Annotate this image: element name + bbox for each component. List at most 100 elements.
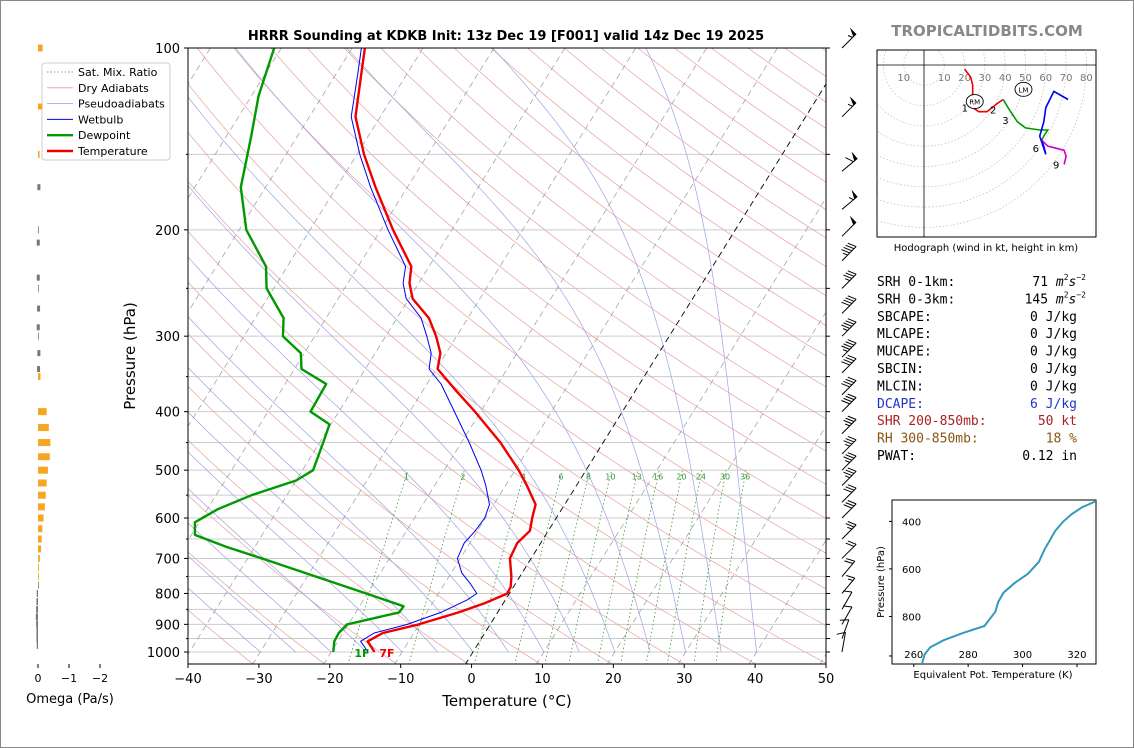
omega-bar	[36, 589, 38, 597]
mixing-ratio-lines: 1 2 4 6 8 10 13 16 20 24 30 36	[347, 470, 750, 664]
mixing-ratio-line	[597, 470, 639, 664]
barb-full	[847, 339, 857, 344]
barb-full	[847, 318, 857, 323]
hodograph-inner: 10 10 20 30 40 50 60 70 80 1 23 6 9 RM LM	[877, 50, 1096, 237]
wind-barb	[841, 96, 857, 118]
barb-full	[843, 440, 853, 445]
dry-adiabat	[196, 48, 826, 554]
hodograph-marker-ring	[965, 94, 984, 109]
hodograph-frame	[876, 49, 1097, 238]
theta-e-x-tick-label: 320	[1067, 650, 1086, 661]
dry-adiabat	[188, 439, 470, 664]
index-label: SBCAPE:	[877, 310, 932, 325]
theta-e-x-tick-label: 280	[959, 650, 978, 661]
mixing-ratio-label: 10	[605, 472, 615, 481]
barb-full	[845, 454, 855, 459]
omega-x-tick-label: −2	[92, 672, 108, 685]
theta-e-panel: 260 280 300 320 400 600 800	[889, 499, 1097, 667]
omega-bar	[38, 564, 39, 572]
wind-barb	[841, 339, 857, 358]
index-value: 0.12 in	[1022, 449, 1077, 464]
barb-staff	[841, 158, 858, 172]
barb-full	[841, 361, 850, 366]
index-unit: m	[1055, 275, 1064, 290]
omega-bar-minor	[36, 239, 40, 246]
theta-e-trace	[920, 500, 1096, 664]
dry-adiabat	[188, 551, 326, 664]
pseudoadiabat	[188, 184, 580, 653]
index-label: SRH 0-3km:	[877, 292, 955, 307]
hodograph-marker-label: RM	[969, 99, 980, 107]
barb-full	[847, 484, 857, 489]
barb-full	[845, 378, 855, 384]
wind-barb	[841, 521, 857, 540]
index-label: DCAPE:	[877, 397, 924, 412]
omega-bar	[38, 44, 43, 52]
barb-half	[847, 35, 853, 38]
wind-barb	[841, 500, 857, 519]
index-label: MUCAPE:	[877, 345, 932, 360]
wind-barb	[841, 270, 857, 289]
legend-entry: Dry Adiabats	[78, 82, 149, 95]
omega-bar	[38, 503, 45, 511]
dry-adiabat	[343, 48, 826, 420]
mixing-ratio-label: 2	[460, 472, 465, 481]
barb-full	[847, 376, 857, 382]
mixing-ratio-label: 24	[696, 472, 706, 481]
barb-full	[841, 345, 850, 350]
omega-x-tick-label: 0	[35, 672, 42, 685]
x-tick-label: −10	[387, 672, 414, 687]
x-tick-label: 50	[818, 672, 835, 687]
index-value: 0 J/kg	[1030, 327, 1077, 342]
hodograph-ring-label: 10	[897, 73, 910, 84]
sfc-dewpoint-label: 1F	[354, 647, 369, 660]
wind-barb	[841, 295, 857, 314]
wind-barb	[836, 631, 846, 653]
mixing-ratio-label: 6	[558, 472, 563, 481]
barb-full	[841, 301, 850, 307]
isotherm	[188, 48, 282, 199]
hodograph-trace	[1038, 90, 1069, 155]
index-value: 50 kt	[1038, 414, 1077, 429]
sfc-temp-label: 7F	[379, 647, 394, 660]
barb-full	[843, 504, 853, 509]
barb-half	[847, 103, 853, 107]
barb-flag	[849, 215, 857, 225]
isotherm	[252, 48, 637, 664]
index-label: SHR 200-850mb:	[877, 414, 987, 429]
barb-full	[845, 395, 855, 401]
barb-flag	[851, 189, 858, 200]
hodograph-ring-label: 40	[999, 73, 1012, 84]
isotherm	[536, 197, 826, 664]
barb-full	[845, 486, 855, 491]
barb-full	[845, 417, 855, 423]
omega-bar	[38, 424, 49, 432]
omega-bar	[38, 373, 41, 381]
index-value: 18 %	[1046, 432, 1077, 447]
barb-full	[847, 435, 857, 441]
index-unit-exp: −2	[1076, 290, 1086, 299]
barb-half	[842, 328, 848, 331]
barb-full	[844, 560, 854, 564]
index-label: PWAT:	[877, 449, 916, 464]
hodograph-height-label: 3	[1002, 116, 1008, 127]
chart-title: HRRR Sounding at KDKB Init: 13z Dec 19 […	[248, 29, 764, 44]
mixing-ratio-line	[645, 470, 683, 664]
mixing-ratio-line	[715, 470, 747, 664]
x-tick-label: 40	[747, 672, 764, 687]
barb-full	[847, 270, 857, 275]
omega-panel: 0 −1 −2	[20, 44, 112, 685]
barb-half	[844, 475, 850, 479]
barb-full	[845, 469, 855, 474]
barb-full	[847, 452, 857, 457]
index-value: 0 J/kg	[1030, 362, 1077, 377]
y-tick-label: 700	[155, 552, 180, 567]
pseudoadiabat	[188, 96, 616, 653]
y-tick-label: 1000	[147, 646, 180, 661]
x-tick-label: −40	[174, 672, 201, 687]
barb-full	[845, 502, 855, 507]
barb-full	[841, 400, 850, 405]
barb-full	[845, 356, 855, 362]
watermark: TROPICALTIDBITS.COM	[891, 22, 1083, 40]
omega-bar	[38, 408, 47, 416]
